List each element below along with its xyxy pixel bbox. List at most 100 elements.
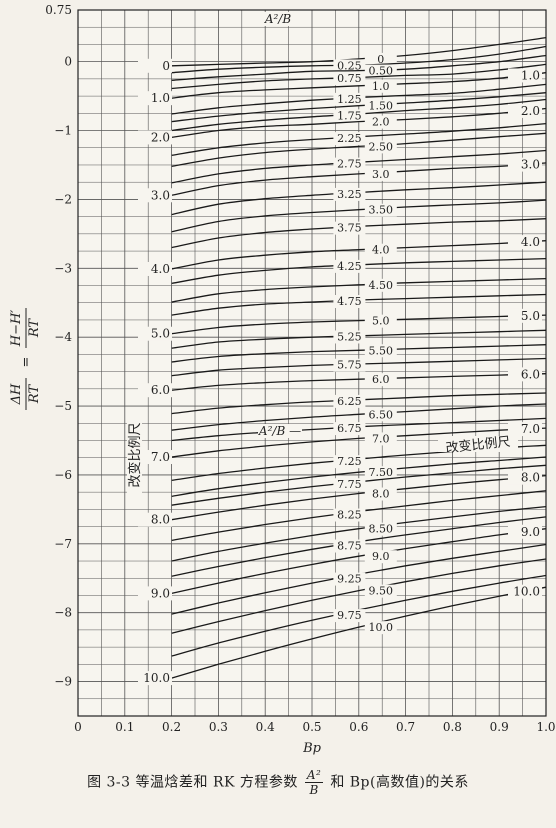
curve-label-bg (333, 92, 366, 106)
curve-label: 4.25 (337, 260, 362, 273)
x-tick-label: 0.1 (115, 720, 134, 734)
left-scale-label-bg (138, 58, 172, 73)
left-scale-label-bg (138, 671, 172, 686)
y-tick-label: −9 (54, 675, 72, 689)
curve-label: 8.25 (337, 509, 362, 522)
curve-label: 1.50 (369, 100, 394, 113)
series-curve (171, 586, 547, 679)
curve-label-bg (364, 522, 397, 536)
curve-label: 0.50 (369, 65, 394, 78)
curve-label-bg (364, 550, 397, 564)
series-curve (171, 92, 547, 123)
caption-frac-den: B (309, 783, 319, 797)
curve-label: 0 (377, 53, 384, 66)
x-tick-label: 0.6 (349, 720, 368, 734)
curve-label: 3.25 (337, 188, 362, 201)
y-label-denominator: RT (27, 384, 42, 405)
y-axis-label: ΔH RT=H−H′ RT (9, 308, 42, 410)
curve-label: 4.75 (337, 295, 362, 308)
left-scale-label-bg (138, 512, 172, 527)
curve-label-bg (364, 314, 397, 328)
right-scale-label-bg (508, 308, 542, 323)
curve-label-bg (364, 167, 397, 181)
caption-fraction: A² B (304, 768, 324, 797)
x-tick-label: 0.2 (162, 720, 181, 734)
series-curve (171, 427, 547, 458)
left-scale-label: 10.0 (143, 671, 170, 685)
series-curve (171, 132, 547, 168)
x-tick-label: 0.5 (302, 720, 321, 734)
series-curve (171, 199, 547, 233)
right-scale-label: 7.0 (521, 422, 540, 436)
param-label-mid: A²/B — (258, 424, 301, 438)
y-tick-label: −5 (54, 399, 72, 413)
y-tick-label: −2 (54, 192, 72, 206)
curve-label-bg (333, 572, 366, 586)
curve-label-bg (333, 330, 366, 344)
y-label-numerator: ΔH (9, 383, 24, 405)
x-tick-label: 0.8 (443, 720, 462, 734)
curve-label-bg (333, 59, 366, 73)
right-scale-label-bg (508, 367, 542, 382)
curve-label: 4.50 (369, 279, 394, 292)
right-scale-label: 2.0 (521, 104, 540, 118)
scale-change-left-text: 改变比例尺 (127, 422, 143, 487)
param-label-top: A²/B (264, 12, 292, 26)
curve-label-bg (364, 203, 397, 217)
curve-label-bg (364, 79, 397, 93)
curve-label-bg (364, 432, 397, 446)
series-curve (171, 162, 547, 196)
series-curve (171, 528, 547, 595)
series-curve (171, 456, 547, 497)
curve-label: 6.0 (372, 373, 390, 386)
scale-change-right-bg (438, 436, 518, 452)
curve-label-bg (333, 187, 366, 201)
curve-label: 10.0 (369, 621, 394, 634)
curve-label-bg (364, 99, 397, 113)
series-curve (171, 505, 547, 562)
right-scale-label-bg (508, 422, 542, 437)
curve-label: 7.0 (372, 432, 390, 445)
param-label-mid-bg (258, 424, 302, 438)
series-curve (171, 72, 547, 99)
curve-label: 6.75 (337, 422, 362, 435)
y-tick-label: −3 (54, 261, 72, 275)
caption-suffix: 和 Bp(高数值)的关系 (330, 774, 469, 791)
curve-label: 8.0 (372, 488, 390, 501)
series-curve (171, 277, 547, 303)
right-scale-label: 6.0 (521, 367, 540, 381)
curve-label: 3.0 (372, 168, 390, 181)
left-scale-label-bg (138, 586, 172, 601)
left-scale-label-bg (138, 130, 172, 145)
caption-frac-num: A² (304, 768, 324, 783)
curve-label-bg (364, 52, 397, 66)
curve-label-bg (333, 295, 366, 309)
curve-label: 0.25 (337, 59, 362, 72)
scale-change-left-bg (127, 417, 142, 493)
left-scale-label: 4.0 (151, 262, 170, 276)
curve-label: 7.75 (337, 478, 362, 491)
curve-label-bg (333, 72, 366, 86)
right-scale-label-bg (508, 584, 542, 599)
right-scale-label-bg (508, 68, 542, 83)
y-tick-label: −8 (54, 606, 72, 620)
curve-label: 9.75 (337, 609, 362, 622)
curve-label: 1.0 (372, 80, 390, 93)
curve-label-bg (333, 259, 366, 273)
figure-caption: 图 3-3 等温焓差和 RK 方程参数 A² B 和 Bp(高数值)的关系 (0, 768, 556, 797)
series-curve (171, 314, 547, 335)
right-scale-label-bg (508, 157, 542, 172)
curve-label-bg (364, 115, 397, 129)
right-scale-label: 8.0 (521, 471, 540, 485)
curve-label-bg (333, 394, 366, 408)
curve-label: 6.50 (369, 408, 394, 421)
right-scale-label: 5.0 (521, 309, 540, 323)
x-tick-label: 0 (74, 720, 82, 734)
curve-label-bg (333, 508, 366, 522)
curve-label-bg (333, 221, 366, 235)
curve-label: 5.50 (369, 344, 394, 357)
left-scale-label-bg (138, 326, 172, 341)
curve-label-bg (364, 466, 397, 480)
scale-change-left: 改变比例尺 (127, 417, 143, 493)
